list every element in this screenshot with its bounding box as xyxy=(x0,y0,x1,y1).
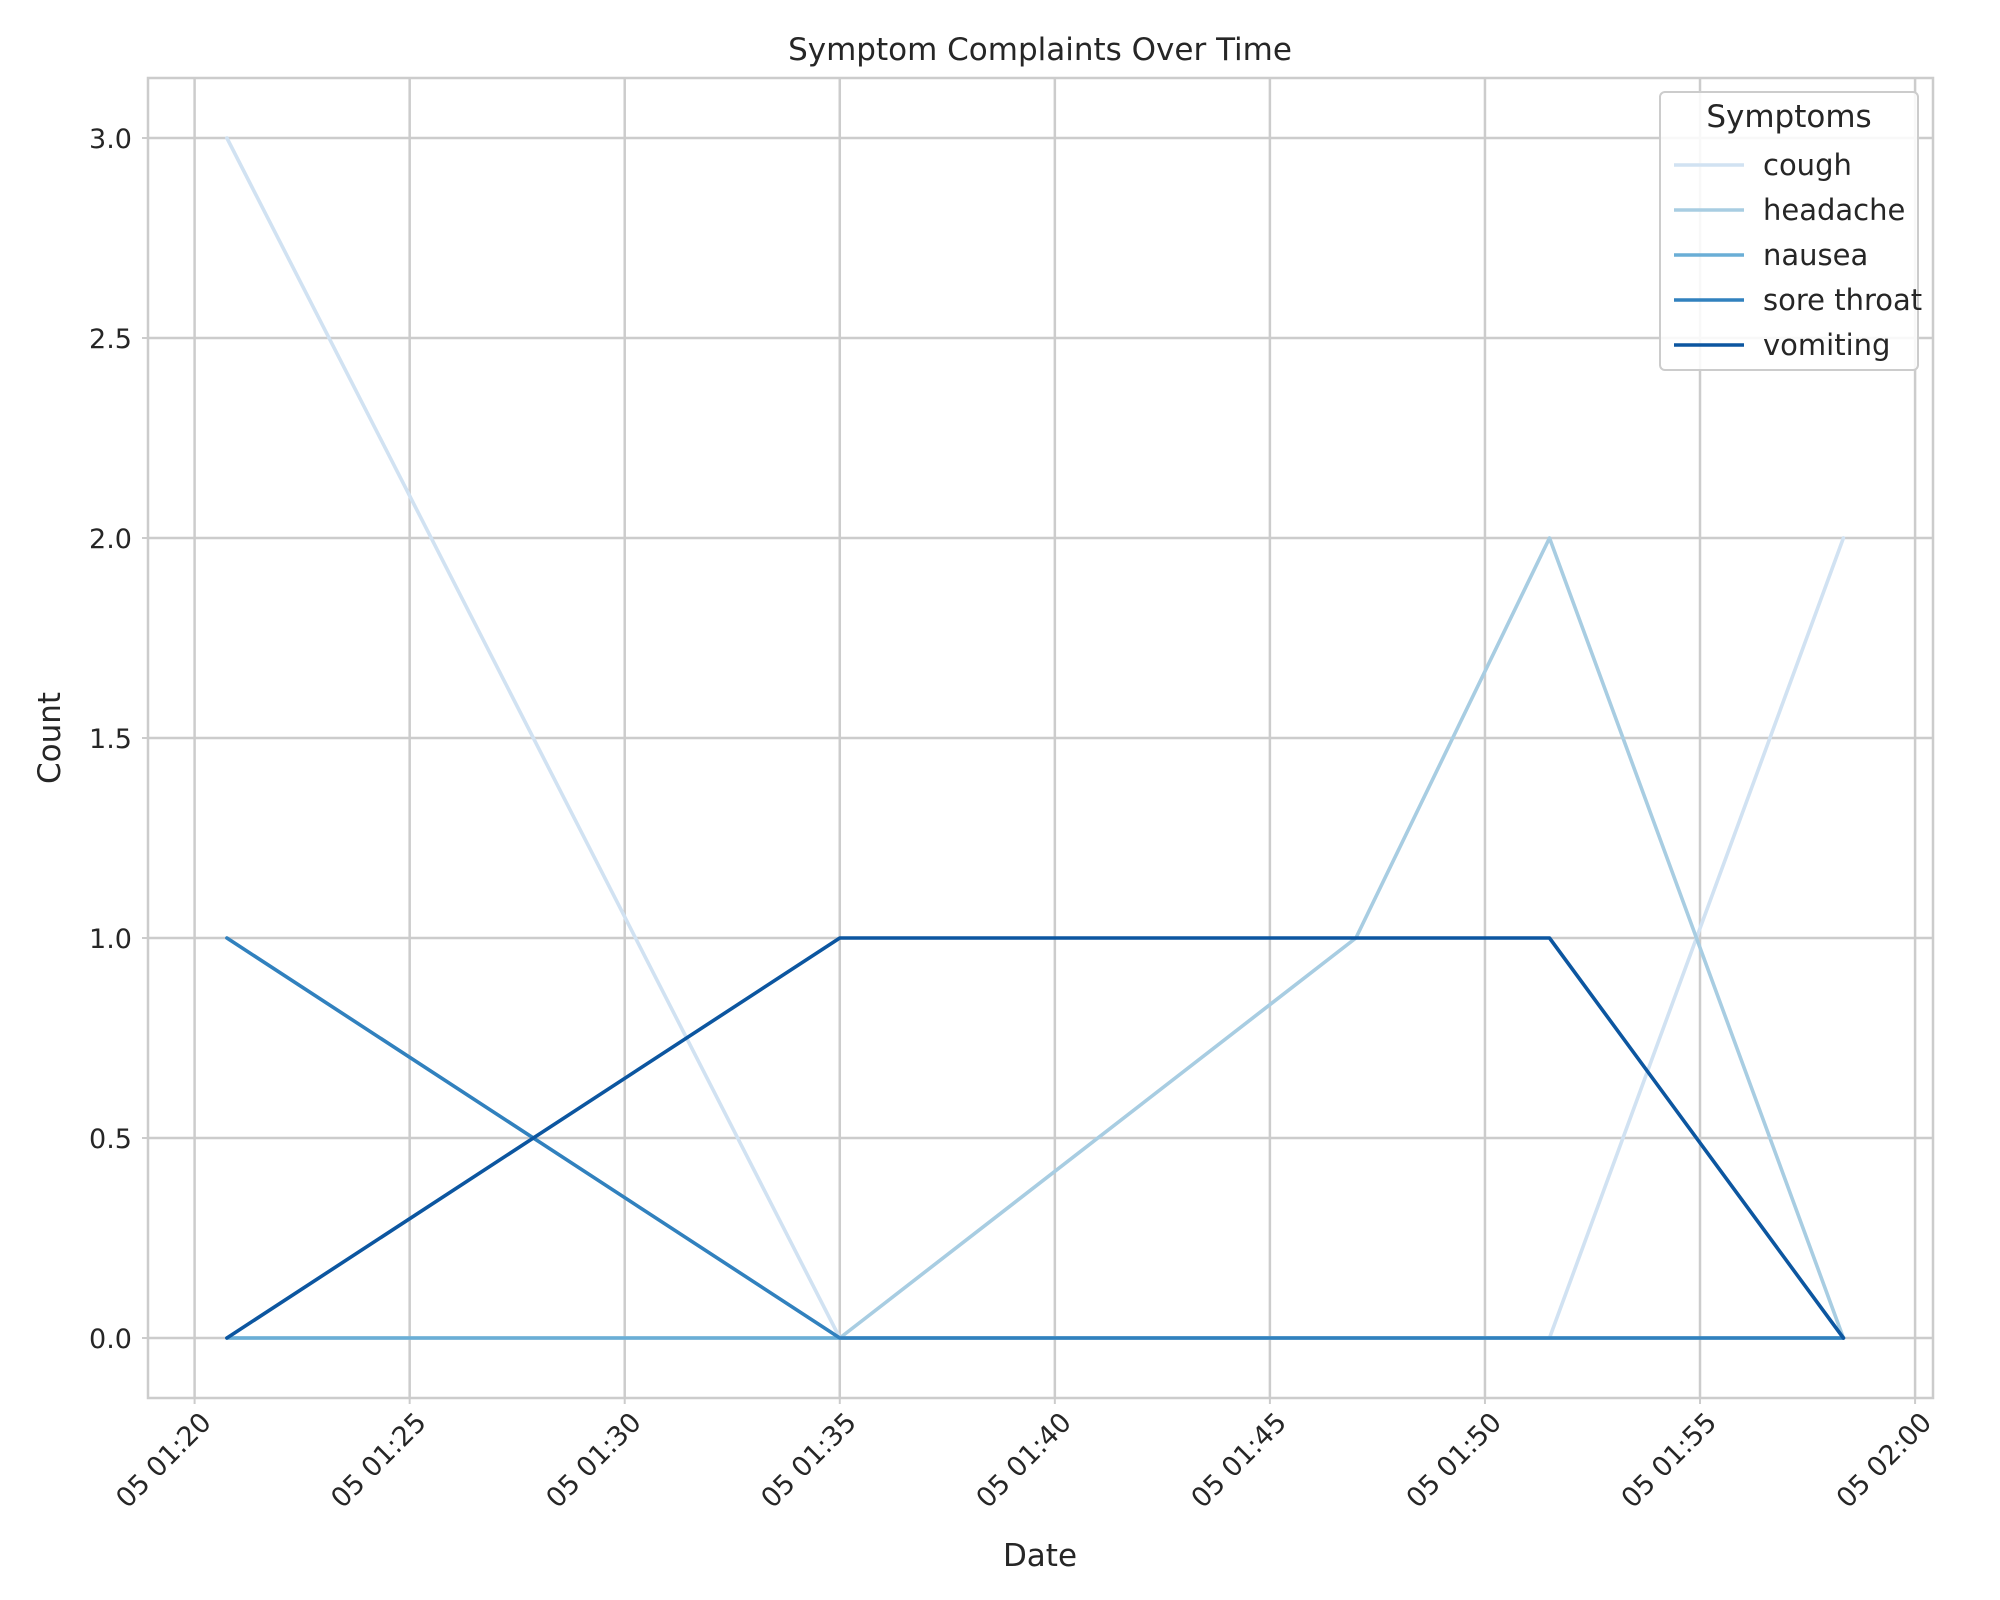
x-tick-label: 05 01:55 xyxy=(1616,1407,1723,1514)
x-tick-label: 05 01:30 xyxy=(540,1407,647,1514)
y-axis-label: Count xyxy=(32,692,68,784)
x-tick-label: 05 01:45 xyxy=(1186,1407,1293,1514)
x-tick-label: 05 01:50 xyxy=(1401,1407,1508,1514)
y-tick-label: 3.0 xyxy=(89,124,132,155)
x-tick-label: 05 01:20 xyxy=(110,1407,217,1514)
y-tick-label: 2.0 xyxy=(89,524,132,555)
x-tick-label: 05 01:40 xyxy=(970,1407,1077,1514)
y-tick-label: 1.5 xyxy=(89,724,132,755)
legend-items: cough headache nausea sore throat vomiting xyxy=(1674,148,1922,362)
x-axis-ticks: 05 01:20 05 01:25 05 01:30 05 01:35 05 01:40… xyxy=(110,1398,1938,1514)
series-lines xyxy=(225,136,1846,1340)
x-tick-label: 05 01:25 xyxy=(325,1407,432,1514)
y-tick-label: 0.0 xyxy=(89,1324,132,1355)
y-tick-label: 1.0 xyxy=(89,924,132,955)
legend-label-nausea: nausea xyxy=(1763,238,1868,272)
chart-title: Symptom Complaints Over Time xyxy=(788,32,1292,68)
x-tick-label: 05 02:00 xyxy=(1831,1407,1938,1514)
y-tick-label: 2.5 xyxy=(89,324,132,355)
legend-label-vomiting: vomiting xyxy=(1763,328,1890,362)
legend-title: Symptoms xyxy=(1706,99,1871,135)
y-axis-ticks: 0.0 0.5 1.0 1.5 2.0 2.5 3.0 xyxy=(89,124,148,1355)
legend: Symptoms cough headache nausea sore throat v… xyxy=(1659,91,1922,371)
y-tick-label: 0.5 xyxy=(89,1124,132,1155)
x-axis-label: Date xyxy=(1003,1538,1077,1574)
x-tick-label: 05 01:35 xyxy=(755,1407,862,1514)
legend-label-cough: cough xyxy=(1763,148,1852,182)
series-line-sore-throat xyxy=(225,936,1846,1340)
grid xyxy=(148,78,1933,1398)
legend-label-sore-throat: sore throat xyxy=(1763,283,1922,317)
series-line-vomiting xyxy=(225,936,1846,1340)
legend-label-headache: headache xyxy=(1763,193,1905,227)
